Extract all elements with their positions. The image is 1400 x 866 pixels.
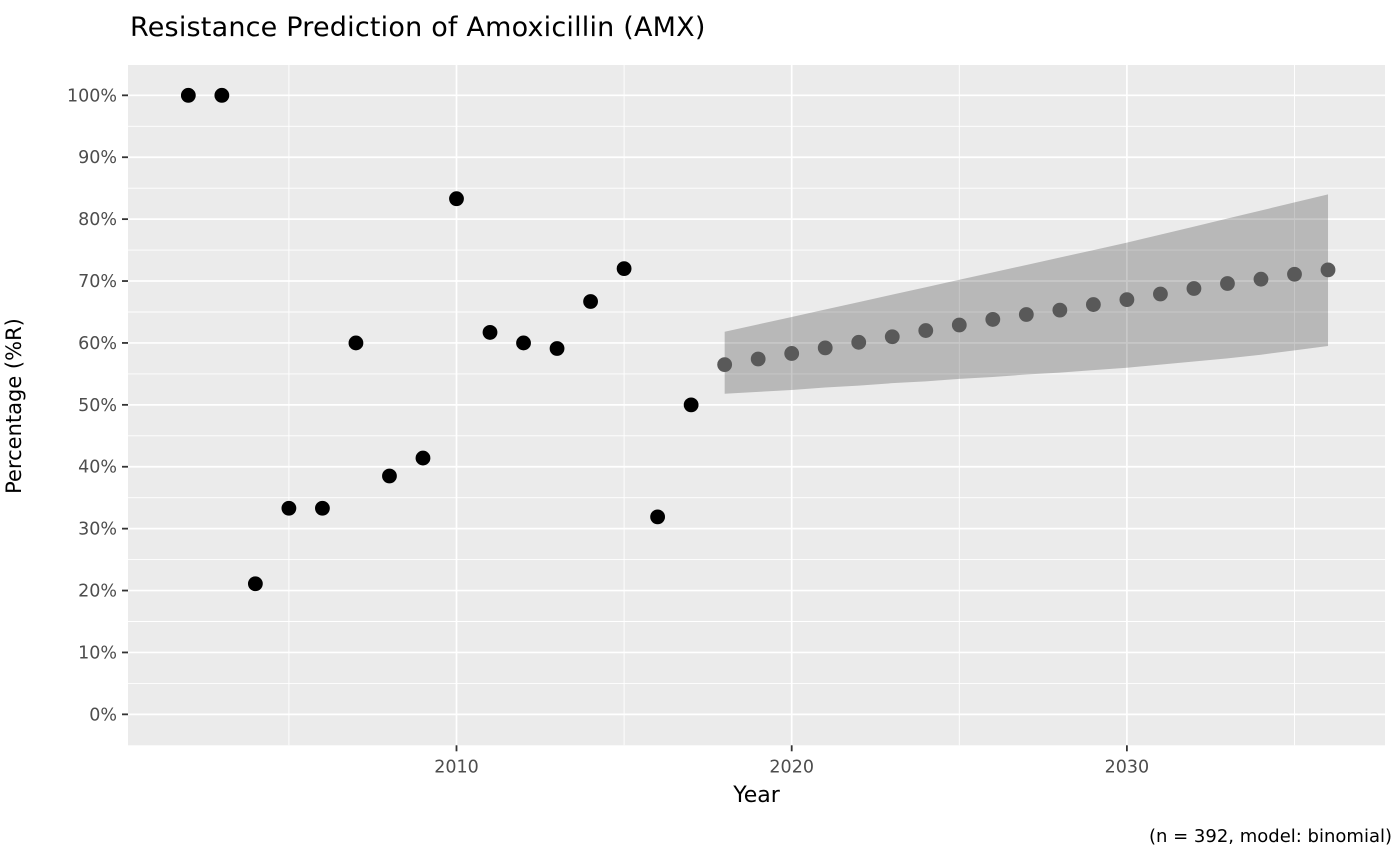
predicted-point — [1085, 297, 1101, 312]
confidence-ribbon — [724, 194, 1329, 394]
predicted-point — [1052, 302, 1068, 318]
y-tick-label: 80% — [78, 210, 117, 230]
y-tick-label: 20% — [78, 582, 117, 602]
y-tick-label: 60% — [78, 334, 117, 354]
y-tick-label: 40% — [78, 458, 117, 478]
observed-point — [247, 576, 263, 592]
y-tick-label: 70% — [78, 272, 117, 292]
predicted-point — [1153, 286, 1168, 302]
observed-point — [281, 500, 297, 516]
predicted-point — [884, 329, 900, 345]
predicted-point — [1220, 276, 1235, 291]
x-axis-title: Year — [733, 783, 780, 808]
observed-point — [315, 500, 330, 516]
observed-point — [549, 341, 565, 356]
predicted-point — [784, 346, 800, 361]
chart-caption: (n = 392, model: binomial) — [1148, 826, 1392, 847]
observed-point — [180, 87, 196, 103]
x-tick-label: 2030 — [1105, 757, 1150, 777]
observed-point — [415, 450, 431, 466]
predicted-point — [750, 351, 766, 367]
observed-point — [482, 325, 498, 340]
observed-point — [348, 335, 364, 351]
y-tick-label: 90% — [78, 148, 117, 168]
predicted-point — [918, 323, 934, 338]
predicted-point — [1253, 271, 1269, 287]
x-tick-label: 2020 — [769, 757, 814, 777]
observed-point — [382, 468, 397, 484]
observed-point — [516, 335, 531, 351]
y-tick-label: 30% — [78, 520, 117, 540]
observed-point — [650, 509, 666, 525]
predicted-point — [717, 357, 733, 373]
predicted-point — [985, 312, 1001, 327]
predicted-point — [1018, 307, 1034, 322]
x-tick-label: 2010 — [434, 757, 479, 777]
predicted-point — [851, 334, 867, 350]
y-tick-label: 10% — [78, 643, 117, 663]
predicted-point — [1320, 262, 1336, 278]
observed-point — [583, 294, 598, 309]
y-tick-label: 0% — [89, 705, 117, 725]
y-axis-title: Percentage (%R) — [2, 318, 26, 494]
predicted-point — [817, 340, 833, 356]
predicted-point — [1287, 266, 1302, 282]
predicted-point — [1119, 292, 1135, 308]
y-tick-label: 100% — [67, 86, 117, 106]
observed-point — [214, 87, 230, 103]
predicted-point — [1186, 281, 1202, 296]
observed-point — [449, 191, 464, 207]
observed-point — [683, 397, 699, 413]
predicted-point — [951, 317, 967, 333]
y-tick-label: 50% — [78, 396, 117, 416]
chart-title: Resistance Prediction of Amoxicillin (AM… — [130, 12, 706, 43]
observed-point — [616, 261, 632, 277]
